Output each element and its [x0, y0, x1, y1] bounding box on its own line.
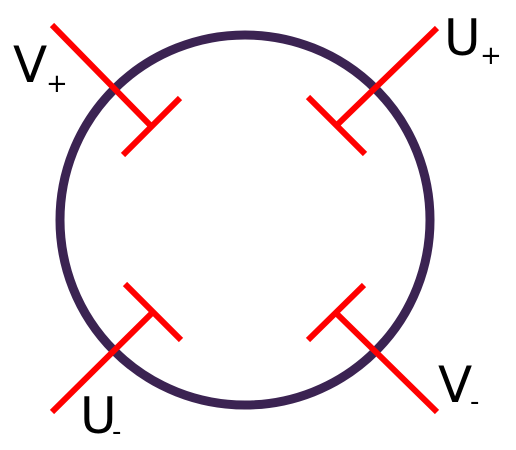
label-u-plus-base: U	[444, 9, 481, 67]
electrode-bottom-right-lead	[333, 310, 440, 415]
electrode-bottom-right-plate	[305, 282, 367, 343]
electrode-top-right-plate	[305, 94, 368, 157]
label-u-plus-sub: +	[480, 41, 502, 71]
label-v-plus: V +	[13, 36, 68, 99]
label-u-plus: U +	[444, 9, 502, 71]
electrode-bottom-left-plate	[122, 281, 184, 343]
electrode-bottom-left-lead	[49, 309, 156, 415]
electrode-top-left-plate	[120, 95, 183, 158]
label-v-plus-base: V	[13, 36, 47, 94]
ring	[55, 30, 435, 410]
label-v-minus-base: V	[438, 356, 472, 414]
electrode-top-left-lead	[49, 22, 153, 128]
electrode-top-right	[305, 25, 440, 157]
electrode-top-left	[49, 22, 183, 158]
electrode-top-right-lead	[334, 25, 440, 128]
electrode-bottom-left	[49, 281, 184, 415]
label-u-minus-sub: -	[112, 417, 121, 447]
electrode-bottom-right	[305, 282, 440, 415]
label-v-minus: V -	[438, 356, 479, 417]
label-v-plus-sub: +	[46, 69, 68, 99]
label-u-minus-base: U	[80, 387, 117, 445]
label-v-minus-sub: -	[470, 387, 479, 417]
label-u-minus: U -	[80, 387, 121, 447]
